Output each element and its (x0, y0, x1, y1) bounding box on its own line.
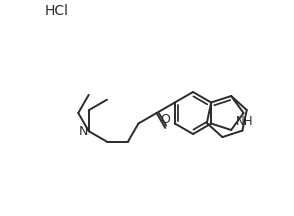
Text: O: O (160, 113, 170, 126)
Text: N: N (78, 125, 88, 138)
Text: HCl: HCl (45, 4, 69, 18)
Text: NH: NH (236, 115, 253, 128)
